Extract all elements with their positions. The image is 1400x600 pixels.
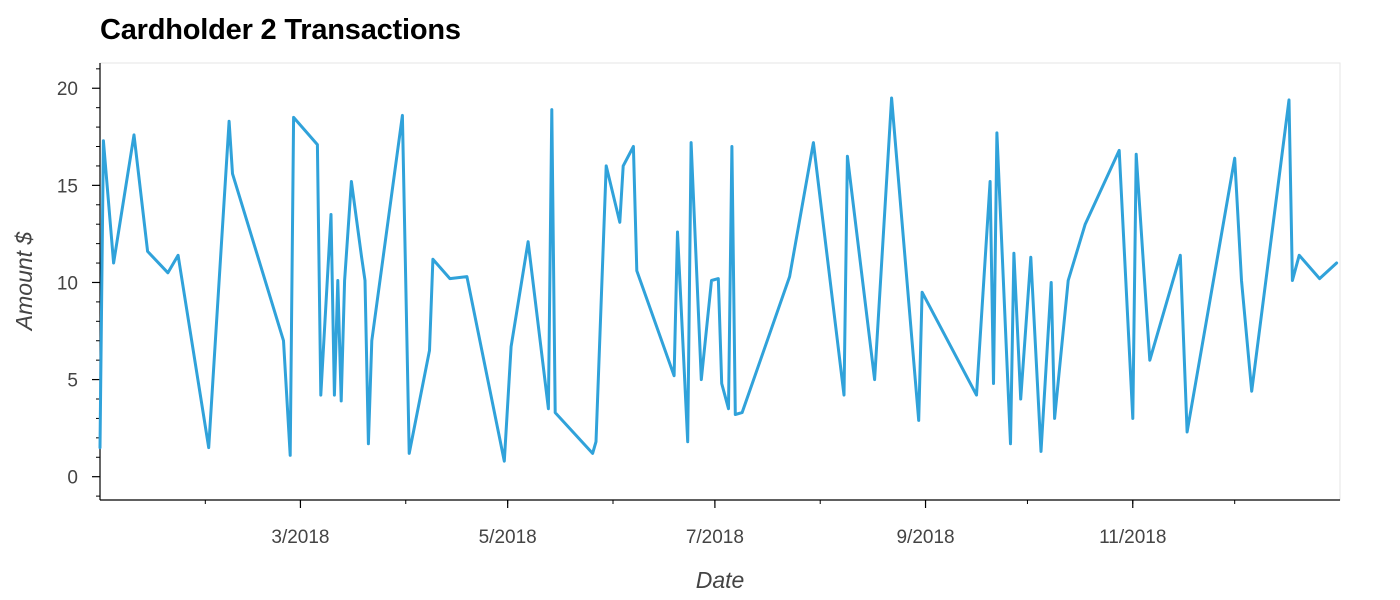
- series-lines: [98, 96, 1339, 463]
- y-tick-label: 0: [67, 468, 78, 489]
- y-tick-label: 5: [67, 371, 78, 392]
- y-axis-title: Amount $: [11, 231, 37, 333]
- x-axis-title: Date: [696, 567, 745, 593]
- y-axis: 0 5 10 15 20: [57, 63, 101, 500]
- chart-title: Cardholder 2 Transactions: [100, 14, 461, 46]
- y-tick-label: 20: [57, 79, 78, 100]
- x-tick-label: 3/2018: [271, 527, 329, 548]
- y-tick-label: 15: [57, 176, 78, 197]
- x-tick-label: 7/2018: [686, 527, 744, 548]
- x-tick-label: 9/2018: [896, 527, 954, 548]
- plot-area-frame: [99, 62, 1341, 501]
- x-tick-label: 5/2018: [479, 527, 537, 548]
- series-line-0: [98, 96, 1339, 463]
- y-tick-label: 10: [57, 273, 78, 294]
- x-tick-label: 11/2018: [1099, 527, 1166, 548]
- x-axis: 3/2018 5/2018 7/2018 9/2018 11/2018: [100, 499, 1340, 548]
